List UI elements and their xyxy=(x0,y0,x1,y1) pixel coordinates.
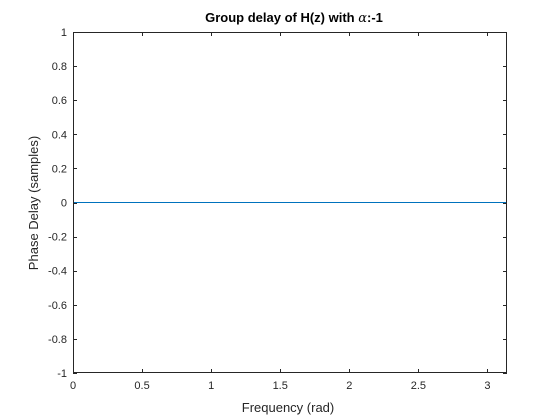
chart-title-prefix: Group delay of H(z) with xyxy=(205,10,358,25)
y-tick-label: -0.6 xyxy=(48,300,67,312)
x-axis-label: Frequency (rad) xyxy=(242,400,334,415)
x-tick-label: 0 xyxy=(70,380,76,392)
axes-box xyxy=(73,32,507,373)
y-tick-label: -0.4 xyxy=(48,266,67,278)
y-tick-label: 0.2 xyxy=(52,163,67,175)
x-tick-label: 2.5 xyxy=(411,380,426,392)
y-tick-label: 0.8 xyxy=(52,61,67,73)
x-tick-label: 1 xyxy=(208,380,214,392)
y-tick-label: -1 xyxy=(57,368,67,380)
x-tick-label: 1.5 xyxy=(273,380,288,392)
x-tick-label: 0.5 xyxy=(134,380,149,392)
x-tick-label: 3 xyxy=(484,380,490,392)
y-axis-ticks: -1 -0.8 -0.6 -0.4 -0.2 0 0.2 0.4 0.6 0.8 1 xyxy=(48,27,507,380)
chart-title: Group delay of H(z) with α:-1 xyxy=(205,10,383,26)
y-tick-label: 1 xyxy=(61,27,67,39)
y-tick-label: -0.2 xyxy=(48,232,67,244)
chart-title-alpha-symbol: α xyxy=(358,11,367,26)
y-axis-label: Phase Delay (samples) xyxy=(26,136,41,270)
y-tick-label: 0 xyxy=(61,198,67,210)
chart-title-suffix: :-1 xyxy=(367,10,383,25)
y-tick-label: -0.8 xyxy=(48,334,67,346)
y-tick-label: 0.6 xyxy=(52,95,67,107)
x-axis-ticks: 0 0.5 1 1.5 2 2.5 3 xyxy=(70,32,491,392)
y-tick-label: 0.4 xyxy=(52,129,67,141)
x-tick-label: 2 xyxy=(346,380,352,392)
